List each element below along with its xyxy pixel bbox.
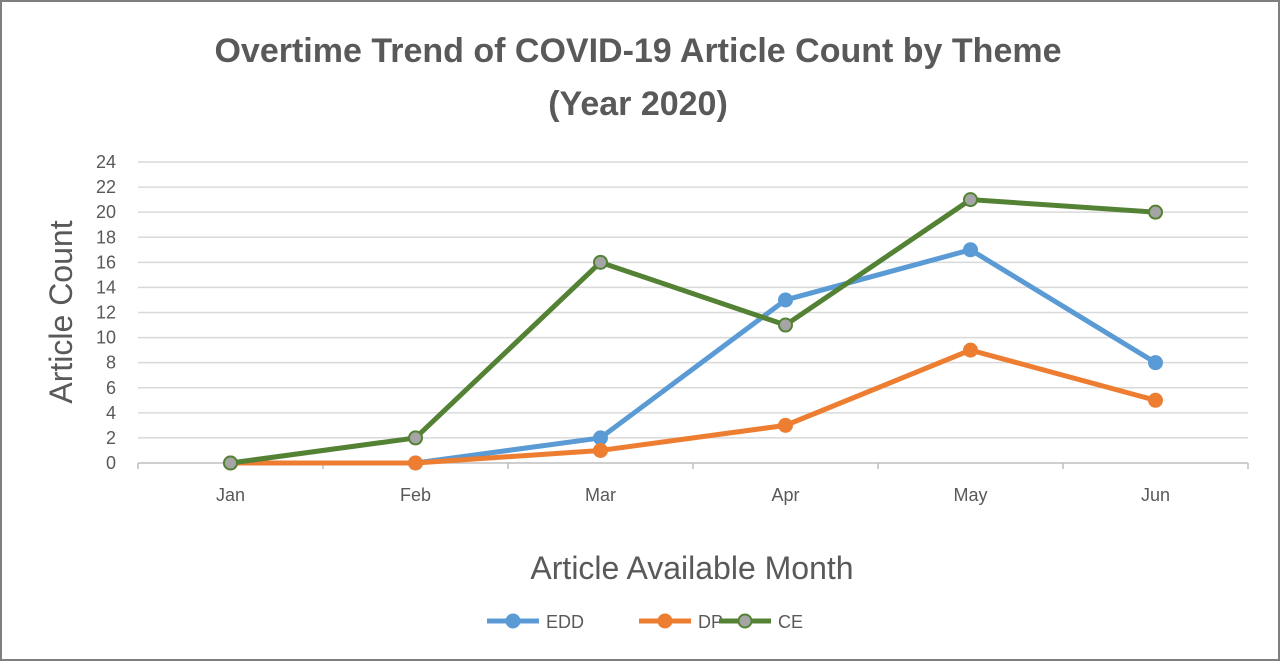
legend-label: EDD [546,612,584,632]
legend-swatch-marker [505,613,521,629]
x-tick-label: Jan [216,485,245,505]
data-point [1148,355,1163,371]
y-tick-label: 0 [106,453,116,473]
series-ce [223,192,1163,471]
legend-swatch-marker [657,613,673,629]
legend-swatch-marker [737,613,753,629]
chart-title-line2: (Year 2020) [548,85,728,123]
y-tick-label: 14 [96,277,116,297]
legend-item-dp: DP [639,612,723,632]
series-lines [223,192,1163,471]
legend: EDD DP CE [487,612,803,632]
x-tick-label: Mar [585,485,616,505]
legend-label: CE [778,612,803,632]
chart-title-line1: Overtime Trend of COVID-19 Article Count… [214,32,1061,70]
data-point [1148,392,1163,408]
y-tick-label: 2 [106,428,116,448]
data-point [778,317,793,333]
legend-item-edd: EDD [487,612,584,632]
data-point [963,242,978,258]
data-point [1148,204,1163,220]
y-tick-label: 20 [96,202,116,222]
gridlines [138,161,1248,439]
y-tick-label: 18 [96,227,116,247]
data-point [593,430,608,446]
series-line-dp [228,347,1158,466]
data-point [963,342,978,358]
y-tick-label: 10 [96,328,116,348]
y-tick-label: 24 [96,152,116,172]
x-tick-label: Feb [400,485,431,505]
data-point [223,455,238,471]
y-tick-label: 6 [106,378,116,398]
data-point [593,254,608,270]
legend-label: DP [698,612,723,632]
data-point [778,417,793,433]
y-tick-label: 16 [96,252,116,272]
data-point [963,192,978,208]
data-point [408,430,423,446]
x-tick-label: Apr [771,485,799,505]
data-point [408,455,423,471]
data-point [778,292,793,308]
y-axis-title: Article Count [43,220,79,403]
series-line-edd [228,247,1158,466]
y-tick-label: 22 [96,177,116,197]
data-point [593,442,608,458]
x-tick-labels: Jan Feb Mar Apr May Jun [216,485,1170,505]
y-tick-label: 4 [106,403,116,423]
y-tick-label: 12 [96,303,116,323]
y-tick-label: 8 [106,353,116,373]
series-line-ce [228,197,1158,466]
x-tick-label: Jun [1141,485,1170,505]
x-tick-label: May [953,485,987,505]
x-axis-title: Article Available Month [530,550,853,586]
legend-item-ce: CE [719,612,803,632]
